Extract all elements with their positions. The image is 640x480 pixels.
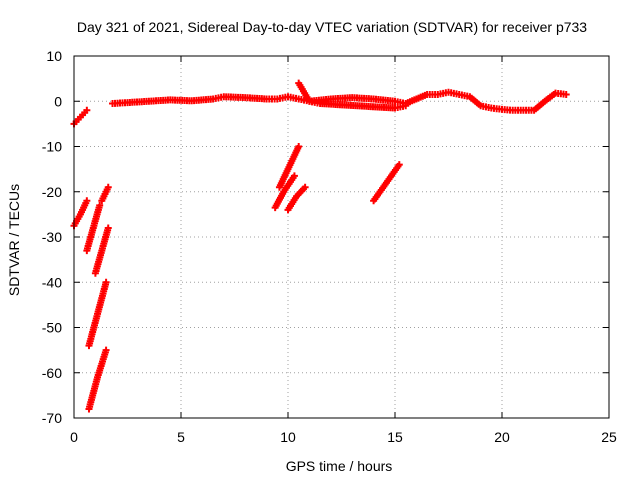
series-seg-10a xyxy=(275,143,303,191)
data-point xyxy=(102,346,110,354)
data-point xyxy=(104,224,112,232)
y-tick-label: -10 xyxy=(42,139,62,155)
data-point xyxy=(104,183,112,191)
x-tick-label: 20 xyxy=(494,429,510,445)
data-marks xyxy=(70,79,570,413)
data-point xyxy=(102,278,110,286)
y-tick-label: -40 xyxy=(42,274,62,290)
series-seg-10b xyxy=(271,172,298,212)
series-seg-0c xyxy=(91,224,112,277)
data-point xyxy=(301,183,309,191)
data-point xyxy=(295,143,303,150)
x-tick-label: 25 xyxy=(601,429,617,445)
x-tick-label: 0 xyxy=(70,429,78,445)
y-tick-label: -20 xyxy=(42,184,62,200)
series-outlier-points xyxy=(295,79,410,112)
y-tick-label: -60 xyxy=(42,365,62,381)
data-point xyxy=(562,90,570,98)
series-start-segment xyxy=(70,106,91,128)
y-axis-title: SDTVAR / TECUs xyxy=(6,184,22,296)
grid-layer xyxy=(74,56,609,418)
data-point xyxy=(402,102,410,110)
series-seg-10c xyxy=(284,183,309,214)
series-seg-14 xyxy=(370,161,403,205)
data-point xyxy=(96,201,104,209)
y-tick-label: -50 xyxy=(42,320,62,336)
series-seg-0f xyxy=(98,183,112,205)
series-main-trace xyxy=(109,88,570,114)
y-tick-label: 0 xyxy=(54,93,62,109)
x-tick-labels: 0 5 10 15 20 25 xyxy=(70,429,617,445)
data-point xyxy=(83,197,91,205)
series-seg-0d xyxy=(85,278,110,350)
data-point xyxy=(83,106,91,114)
x-tick-label: 5 xyxy=(177,429,185,445)
series-seg-0a xyxy=(70,197,91,230)
series-seg-0b xyxy=(83,201,104,255)
y-tick-label: -30 xyxy=(42,229,62,245)
data-point xyxy=(395,161,403,169)
data-point xyxy=(290,172,298,180)
x-axis-title: GPS time / hours xyxy=(286,458,393,474)
y-tick-labels: 10 0 -10 -20 -30 -40 -50 -60 -70 xyxy=(42,48,62,426)
y-tick-label: 10 xyxy=(46,48,62,64)
series-seg-0e xyxy=(85,346,110,413)
y-tick-label: -70 xyxy=(42,410,62,426)
plot-frame xyxy=(73,55,610,419)
x-tick-label: 15 xyxy=(387,429,403,445)
chart-title: Day 321 of 2021, Sidereal Day-to-day VTE… xyxy=(77,19,587,35)
x-tick-label: 10 xyxy=(280,429,296,445)
